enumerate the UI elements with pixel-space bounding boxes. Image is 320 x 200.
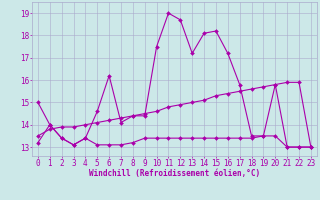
X-axis label: Windchill (Refroidissement éolien,°C): Windchill (Refroidissement éolien,°C) bbox=[89, 169, 260, 178]
